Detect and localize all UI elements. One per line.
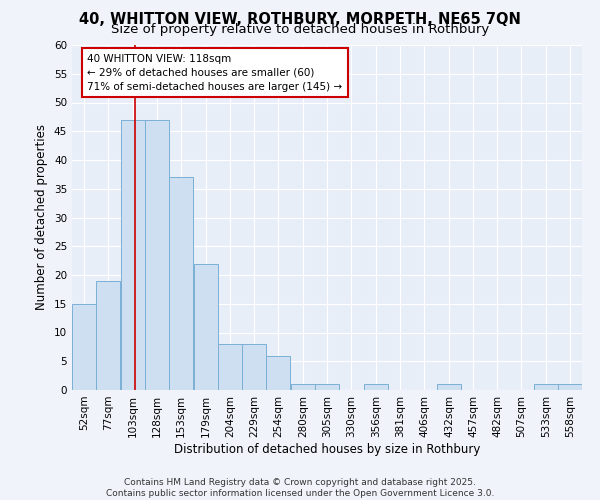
Bar xyxy=(96,281,120,390)
Bar xyxy=(291,384,315,390)
Bar xyxy=(194,264,218,390)
Bar xyxy=(437,384,461,390)
X-axis label: Distribution of detached houses by size in Rothbury: Distribution of detached houses by size … xyxy=(174,442,480,456)
Bar xyxy=(315,384,339,390)
Y-axis label: Number of detached properties: Number of detached properties xyxy=(35,124,49,310)
Bar xyxy=(534,384,558,390)
Bar xyxy=(558,384,582,390)
Bar xyxy=(72,304,96,390)
Text: Size of property relative to detached houses in Rothbury: Size of property relative to detached ho… xyxy=(111,22,489,36)
Text: Contains HM Land Registry data © Crown copyright and database right 2025.
Contai: Contains HM Land Registry data © Crown c… xyxy=(106,478,494,498)
Bar xyxy=(145,120,169,390)
Text: 40 WHITTON VIEW: 118sqm
← 29% of detached houses are smaller (60)
71% of semi-de: 40 WHITTON VIEW: 118sqm ← 29% of detache… xyxy=(88,54,343,92)
Text: 40, WHITTON VIEW, ROTHBURY, MORPETH, NE65 7QN: 40, WHITTON VIEW, ROTHBURY, MORPETH, NE6… xyxy=(79,12,521,28)
Bar xyxy=(169,178,193,390)
Bar xyxy=(266,356,290,390)
Bar xyxy=(218,344,242,390)
Bar xyxy=(364,384,388,390)
Bar xyxy=(242,344,266,390)
Bar xyxy=(121,120,145,390)
